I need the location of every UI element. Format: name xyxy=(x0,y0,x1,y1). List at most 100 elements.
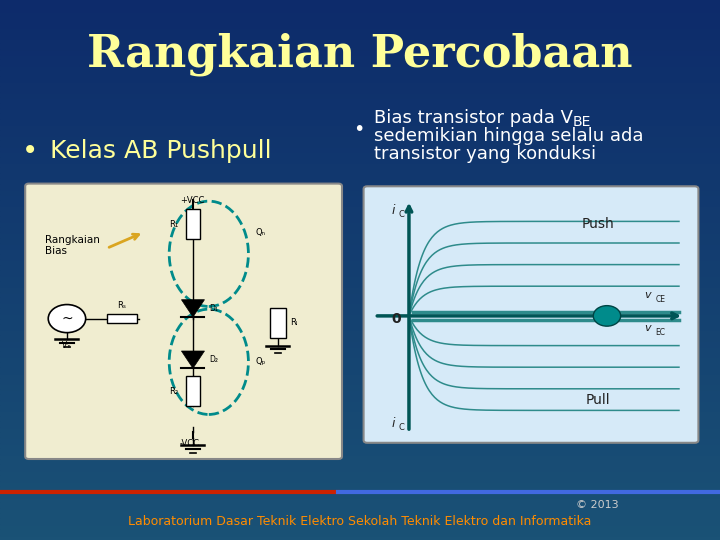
Text: EC: EC xyxy=(655,328,665,336)
Bar xyxy=(0,346,720,351)
Text: v: v xyxy=(644,323,652,333)
Bar xyxy=(0,502,720,508)
Bar xyxy=(0,416,720,421)
Bar xyxy=(0,38,720,43)
Bar xyxy=(0,459,720,464)
Bar xyxy=(0,162,720,167)
Bar xyxy=(0,486,720,491)
Bar xyxy=(0,491,720,497)
Bar xyxy=(0,329,720,335)
Bar xyxy=(0,205,720,211)
Bar xyxy=(0,454,720,459)
Text: i: i xyxy=(392,417,395,430)
Bar xyxy=(0,108,720,113)
Bar xyxy=(0,356,720,362)
Text: 0: 0 xyxy=(391,312,401,326)
Bar xyxy=(0,297,720,302)
Text: Rₗ: Rₗ xyxy=(290,319,297,327)
Text: Push: Push xyxy=(581,217,614,231)
Bar xyxy=(0,513,720,518)
Text: •: • xyxy=(22,137,38,165)
Bar xyxy=(0,243,720,248)
Bar xyxy=(0,151,720,157)
Bar xyxy=(0,227,720,232)
Text: Laboratorium Dasar Teknik Elektro Sekolah Teknik Elektro dan Informatika: Laboratorium Dasar Teknik Elektro Sekola… xyxy=(128,515,592,528)
Bar xyxy=(0,437,720,443)
Polygon shape xyxy=(181,300,204,317)
Bar xyxy=(0,76,720,81)
Bar xyxy=(0,221,720,227)
Bar xyxy=(0,319,720,324)
Bar xyxy=(0,92,720,97)
Bar xyxy=(0,232,720,238)
Bar xyxy=(0,59,720,65)
Bar xyxy=(186,209,200,239)
Text: © 2013: © 2013 xyxy=(576,500,618,510)
Text: Rangkaian Percobaan: Rangkaian Percobaan xyxy=(87,32,633,76)
Bar xyxy=(0,146,720,151)
Text: BE: BE xyxy=(572,115,591,129)
Circle shape xyxy=(593,306,621,326)
Text: Qₚ: Qₚ xyxy=(256,357,266,366)
Text: Vᴵₙ: Vᴵₙ xyxy=(62,341,72,350)
Bar xyxy=(0,470,720,475)
Bar xyxy=(0,389,720,394)
Bar xyxy=(0,0,720,5)
Text: ~: ~ xyxy=(61,312,73,326)
Bar xyxy=(0,270,720,275)
Bar xyxy=(0,173,720,178)
Bar xyxy=(0,27,720,32)
Bar xyxy=(0,200,720,205)
Bar xyxy=(0,448,720,454)
Bar xyxy=(0,340,720,346)
Bar xyxy=(0,81,720,86)
Bar xyxy=(0,497,720,502)
Bar xyxy=(0,130,720,135)
Circle shape xyxy=(48,305,86,333)
Bar xyxy=(0,383,720,389)
Bar xyxy=(0,259,720,265)
Text: Bias transistor pada V: Bias transistor pada V xyxy=(374,109,573,127)
Bar xyxy=(0,394,720,400)
Text: Rₛ: Rₛ xyxy=(117,301,126,310)
Bar xyxy=(0,302,720,308)
Bar xyxy=(0,405,720,410)
Bar xyxy=(0,481,720,486)
Text: C: C xyxy=(399,423,405,432)
Bar xyxy=(0,427,720,432)
Bar xyxy=(0,378,720,383)
Bar xyxy=(0,16,720,22)
Bar xyxy=(0,281,720,286)
Bar xyxy=(0,216,720,221)
Bar xyxy=(0,362,720,367)
Bar xyxy=(0,443,720,448)
Text: Rangkaian
Bias: Rangkaian Bias xyxy=(45,235,99,256)
Text: i: i xyxy=(392,204,395,217)
Bar xyxy=(0,22,720,27)
Bar xyxy=(0,421,720,427)
Bar xyxy=(0,432,720,437)
Bar xyxy=(0,140,720,146)
Bar xyxy=(0,103,720,108)
Bar xyxy=(0,86,720,92)
Bar xyxy=(0,475,720,481)
Bar xyxy=(0,410,720,416)
Bar xyxy=(0,324,720,329)
Text: CE: CE xyxy=(655,295,665,304)
Bar xyxy=(0,43,720,49)
FancyBboxPatch shape xyxy=(364,186,698,443)
Bar xyxy=(186,376,200,406)
Text: transistor yang konduksi: transistor yang konduksi xyxy=(374,145,597,164)
Bar xyxy=(0,373,720,378)
Bar xyxy=(0,265,720,270)
Bar xyxy=(0,518,720,524)
Text: Kelas AB Pushpull: Kelas AB Pushpull xyxy=(50,139,272,163)
Bar xyxy=(0,97,720,103)
Bar xyxy=(0,400,720,405)
Bar xyxy=(107,314,137,323)
Bar xyxy=(0,119,720,124)
Bar xyxy=(0,5,720,11)
Polygon shape xyxy=(181,351,204,368)
Bar xyxy=(0,211,720,216)
FancyBboxPatch shape xyxy=(25,184,342,459)
